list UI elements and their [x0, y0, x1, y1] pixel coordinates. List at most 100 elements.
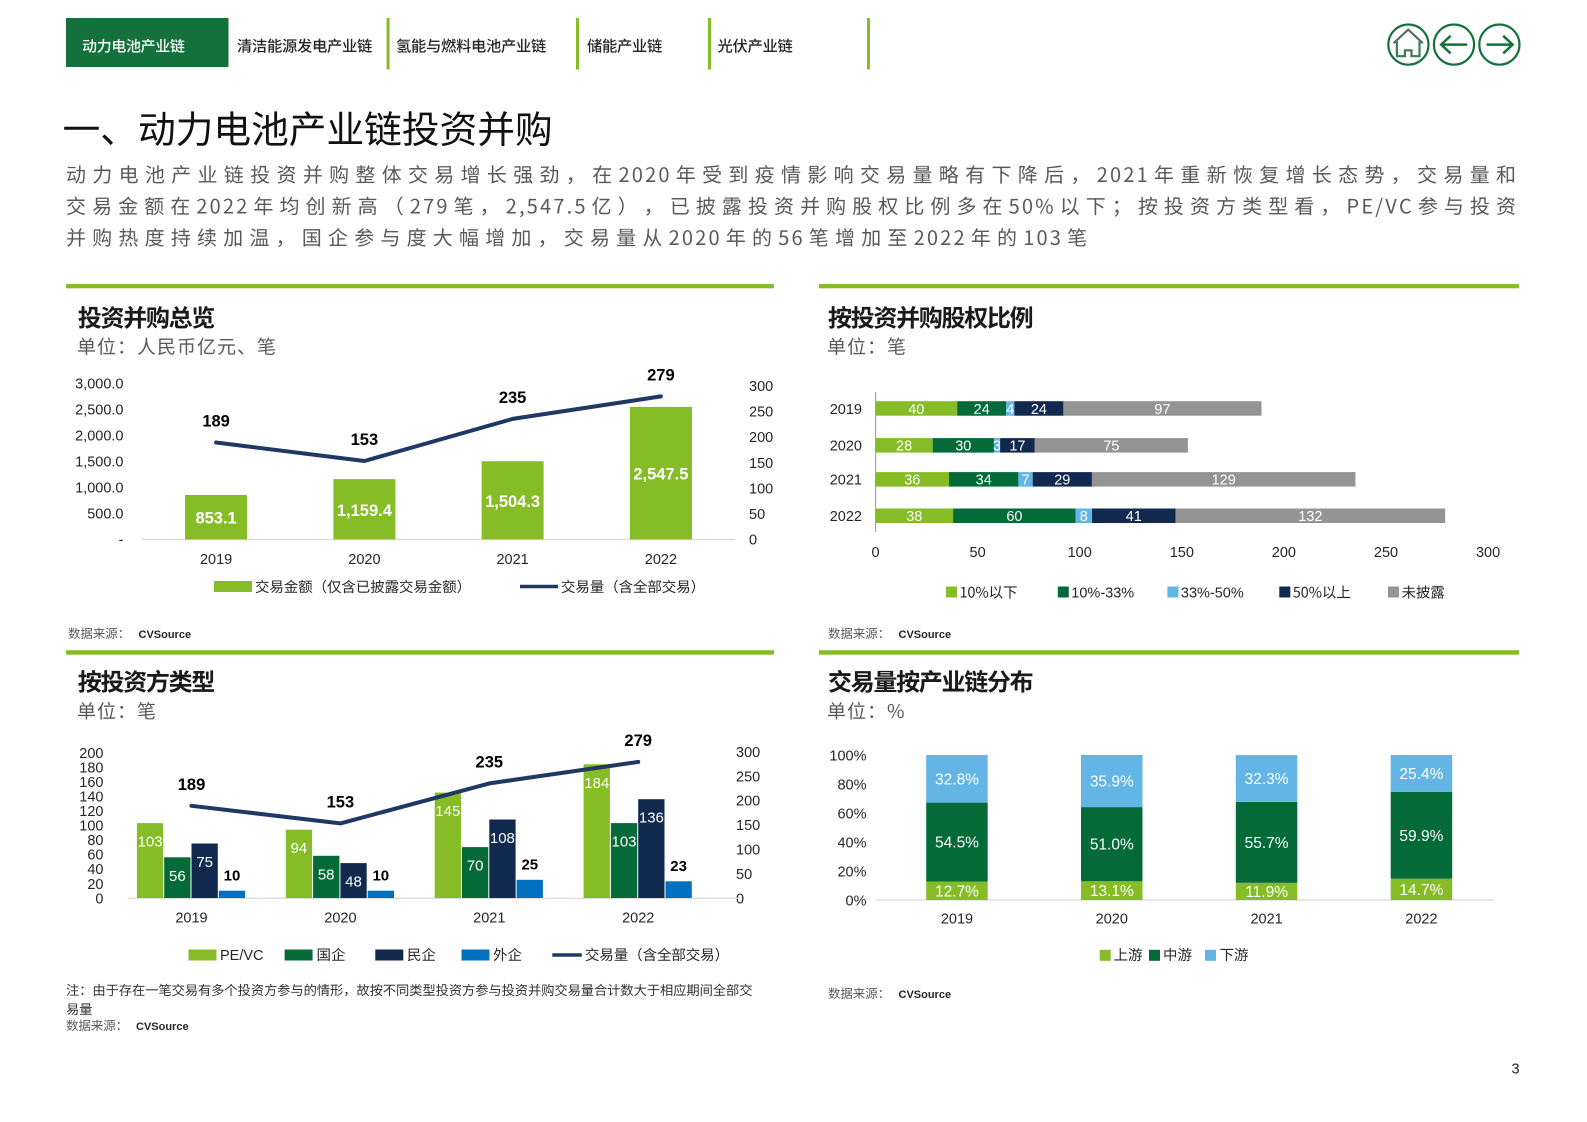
- svg-text:40%: 40%: [837, 835, 866, 851]
- svg-text:189: 189: [202, 413, 230, 431]
- svg-text:0: 0: [95, 891, 103, 907]
- svg-text:0: 0: [871, 545, 879, 561]
- svg-text:103: 103: [138, 834, 163, 851]
- svg-text:11.9%: 11.9%: [1245, 884, 1288, 901]
- svg-text:10: 10: [372, 868, 389, 885]
- svg-text:2021: 2021: [830, 473, 862, 489]
- svg-text:500.0: 500.0: [87, 507, 123, 523]
- svg-text:2019: 2019: [941, 912, 973, 928]
- svg-text:235: 235: [476, 753, 504, 771]
- svg-text:250: 250: [736, 769, 760, 785]
- svg-text:200: 200: [736, 794, 760, 810]
- svg-text:145: 145: [435, 803, 460, 820]
- svg-text:150: 150: [1170, 545, 1194, 561]
- svg-text:60: 60: [87, 848, 103, 864]
- svg-text:2,000.0: 2,000.0: [75, 429, 123, 445]
- svg-text:25: 25: [521, 857, 538, 874]
- svg-text:40: 40: [908, 402, 924, 418]
- svg-text:100: 100: [79, 819, 103, 835]
- svg-text:75: 75: [1103, 439, 1119, 455]
- svg-text:-: -: [119, 533, 124, 549]
- svg-text:24: 24: [974, 402, 990, 418]
- svg-text:136: 136: [639, 810, 664, 827]
- svg-text:14.7%: 14.7%: [1399, 882, 1443, 899]
- svg-text:17: 17: [1009, 439, 1025, 455]
- svg-text:2021: 2021: [1250, 912, 1282, 928]
- svg-text:150: 150: [749, 456, 773, 472]
- svg-text:20%: 20%: [837, 864, 866, 880]
- svg-text:3: 3: [1512, 1062, 1520, 1078]
- svg-text:120: 120: [79, 804, 103, 820]
- svg-text:279: 279: [647, 366, 675, 384]
- svg-text:279: 279: [624, 732, 652, 750]
- svg-text:300: 300: [736, 745, 760, 761]
- svg-text:56: 56: [169, 868, 186, 885]
- svg-text:54.5%: 54.5%: [935, 835, 979, 852]
- svg-text:153: 153: [327, 793, 355, 811]
- svg-text:36: 36: [904, 473, 920, 489]
- svg-text:100: 100: [736, 843, 760, 859]
- svg-text:38: 38: [906, 509, 922, 525]
- svg-text:184: 184: [584, 775, 609, 792]
- svg-text:1,000.0: 1,000.0: [75, 481, 123, 497]
- svg-text:2020: 2020: [1096, 912, 1128, 928]
- svg-text:235: 235: [499, 389, 527, 407]
- svg-text:2019: 2019: [175, 911, 207, 927]
- svg-text:28: 28: [896, 439, 912, 455]
- svg-text:200: 200: [1272, 545, 1296, 561]
- svg-text:32.8%: 32.8%: [935, 771, 979, 788]
- svg-text:7: 7: [1022, 473, 1030, 489]
- svg-text:50: 50: [749, 507, 765, 523]
- svg-text:10: 10: [224, 868, 241, 885]
- svg-text:853.1: 853.1: [195, 510, 236, 528]
- svg-text:29: 29: [1054, 473, 1070, 489]
- svg-text:0%: 0%: [846, 893, 867, 909]
- svg-text:200: 200: [749, 430, 773, 446]
- svg-text:25.4%: 25.4%: [1399, 766, 1443, 783]
- svg-text:CVSource: CVSource: [899, 629, 952, 641]
- svg-text:100: 100: [1068, 545, 1092, 561]
- svg-text:94: 94: [291, 840, 308, 857]
- svg-text:CVSource: CVSource: [899, 989, 952, 1001]
- svg-text:20: 20: [87, 877, 103, 893]
- svg-text:51.0%: 51.0%: [1090, 837, 1134, 854]
- svg-text:59.9%: 59.9%: [1399, 828, 1443, 845]
- svg-text:160: 160: [79, 775, 103, 791]
- svg-text:250: 250: [749, 405, 773, 421]
- svg-text:CVSource: CVSource: [139, 629, 192, 641]
- svg-text:3: 3: [993, 439, 1001, 455]
- svg-text:40: 40: [87, 862, 103, 878]
- svg-text:2022: 2022: [830, 509, 862, 525]
- svg-text:129: 129: [1212, 473, 1236, 489]
- svg-text:4: 4: [1006, 402, 1014, 418]
- svg-text:55.7%: 55.7%: [1245, 835, 1289, 852]
- svg-text:103: 103: [611, 834, 636, 851]
- svg-text:2,500.0: 2,500.0: [75, 403, 123, 419]
- svg-text:35.9%: 35.9%: [1090, 774, 1134, 791]
- svg-text:13.1%: 13.1%: [1090, 883, 1134, 900]
- svg-text:200: 200: [79, 746, 103, 762]
- svg-text:300: 300: [1476, 545, 1500, 561]
- svg-text:2020: 2020: [324, 911, 356, 927]
- svg-text:23: 23: [670, 858, 687, 875]
- svg-text:10%-33%: 10%-33%: [1071, 586, 1134, 602]
- svg-text:0: 0: [749, 533, 757, 549]
- svg-text:34: 34: [976, 473, 992, 489]
- svg-text:12.7%: 12.7%: [935, 883, 979, 900]
- svg-text:180: 180: [79, 761, 103, 777]
- svg-text:1,159.4: 1,159.4: [337, 502, 393, 520]
- svg-text:153: 153: [351, 431, 379, 449]
- svg-text:2020: 2020: [348, 552, 380, 568]
- svg-text:3,000.0: 3,000.0: [75, 377, 123, 393]
- svg-text:100: 100: [749, 481, 773, 497]
- svg-text:58: 58: [318, 866, 335, 883]
- svg-text:32.3%: 32.3%: [1245, 771, 1289, 788]
- svg-text:50: 50: [970, 545, 986, 561]
- svg-text:PE/VC: PE/VC: [220, 948, 264, 964]
- svg-text:100%: 100%: [829, 748, 866, 764]
- svg-text:189: 189: [178, 776, 206, 794]
- svg-text:60%: 60%: [837, 806, 866, 822]
- svg-text:60: 60: [1006, 509, 1022, 525]
- svg-text:41: 41: [1126, 509, 1142, 525]
- svg-text:2022: 2022: [1405, 912, 1437, 928]
